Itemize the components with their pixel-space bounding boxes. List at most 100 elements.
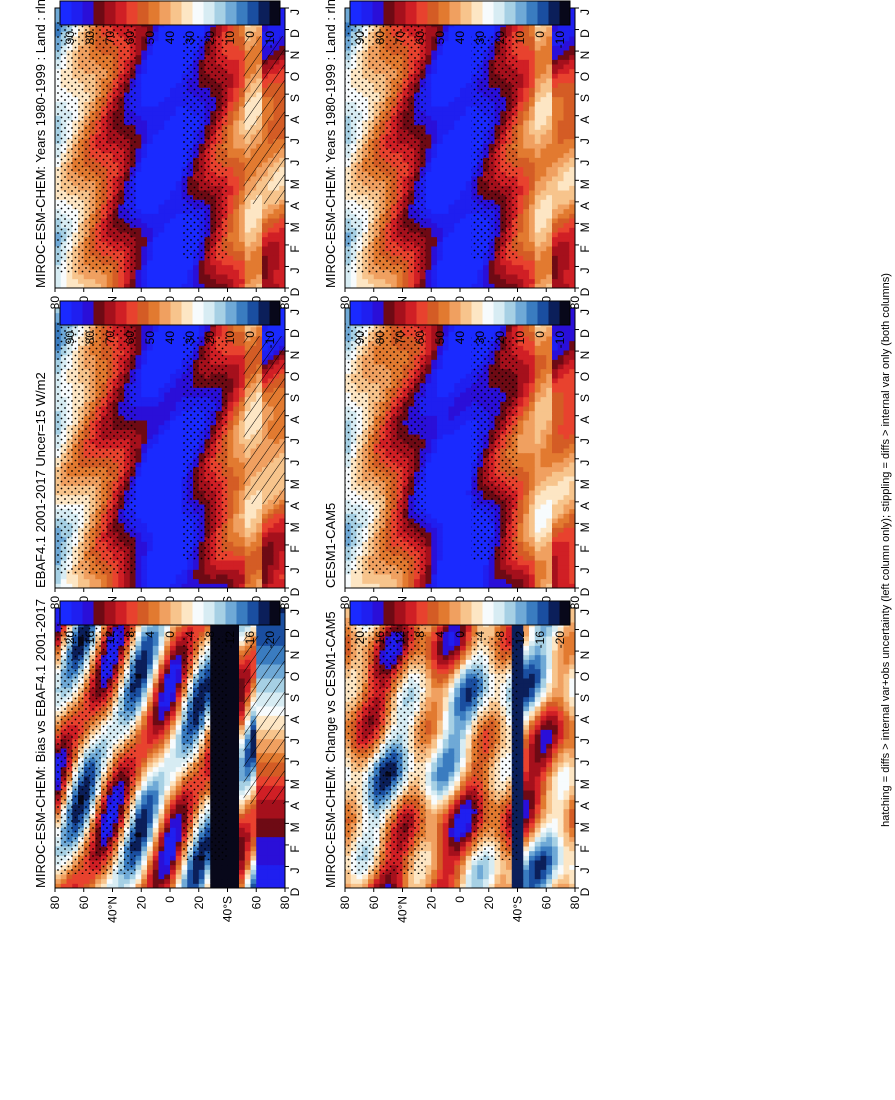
- heat-cell: [227, 264, 234, 270]
- heat-cell: [152, 73, 159, 79]
- heat-cell: [431, 64, 438, 70]
- heat-cell: [569, 22, 576, 28]
- heat-cell: [262, 278, 269, 284]
- heat-cell: [175, 120, 182, 126]
- x-tick-label: N: [288, 51, 302, 60]
- heat-cell: [557, 260, 564, 266]
- heat-cell: [362, 283, 369, 289]
- heat-cell: [534, 204, 541, 210]
- heat-cell: [460, 241, 467, 247]
- heat-cell: [175, 176, 182, 182]
- heat-cell: [437, 264, 444, 270]
- heat-cell: [170, 241, 177, 247]
- heat-cell: [175, 218, 182, 224]
- heat-cell: [135, 40, 142, 46]
- heat-cell: [517, 106, 524, 112]
- colorbar-swatch: [471, 1, 483, 25]
- heat-cell: [152, 274, 159, 280]
- heat-cell: [460, 176, 467, 182]
- heat-cell: [164, 36, 171, 42]
- heat-cell: [529, 250, 536, 256]
- heat-cell: [78, 283, 85, 289]
- heat-cell: [465, 208, 472, 214]
- heat-cell: [152, 101, 159, 107]
- heat-cell: [552, 250, 559, 256]
- heat-cell: [517, 185, 524, 191]
- heat-cell: [135, 26, 142, 32]
- heat-cell: [540, 269, 547, 275]
- heat-cell: [523, 194, 530, 200]
- heat-cell: [141, 185, 148, 191]
- heat-cell: [239, 73, 246, 79]
- heat-cell: [221, 31, 228, 37]
- heat-cell: [569, 269, 576, 275]
- heat-cell: [170, 274, 177, 280]
- heat-cell: [442, 241, 449, 247]
- heat-cell: [147, 68, 154, 74]
- heat-cell: [465, 185, 472, 191]
- heat-cell: [557, 241, 564, 247]
- heat-cell: [175, 87, 182, 93]
- heat-cell: [546, 255, 553, 261]
- heat-cell: [239, 166, 246, 172]
- heat-cell: [437, 176, 444, 182]
- heat-cell: [454, 218, 461, 224]
- heat-cell: [437, 138, 444, 144]
- heat-cell: [175, 143, 182, 149]
- heat-cell: [552, 204, 559, 210]
- heat-cell: [124, 283, 131, 289]
- heat-cell: [557, 45, 564, 51]
- heat-cell: [529, 138, 536, 144]
- heat-cell: [425, 124, 432, 130]
- heat-cell: [460, 185, 467, 191]
- heat-cell: [448, 115, 455, 121]
- heat-cell: [129, 583, 136, 589]
- heat-cell: [448, 260, 455, 266]
- heat-cell: [517, 152, 524, 158]
- heat-cell: [158, 185, 165, 191]
- heat-cell: [517, 96, 524, 102]
- heat-cell: [147, 208, 154, 214]
- heat-cell: [170, 36, 177, 42]
- heat-cell: [66, 274, 73, 280]
- heat-cell: [193, 26, 200, 32]
- heat-cell: [569, 246, 576, 252]
- heat-cell: [517, 82, 524, 88]
- heat-cell: [106, 583, 113, 589]
- heat-cell: [431, 106, 438, 112]
- heat-cell: [158, 73, 165, 79]
- heat-cell: [239, 190, 246, 196]
- heat-cell: [425, 227, 432, 233]
- colorbar-tick-label: 30: [473, 31, 487, 45]
- heat-cell: [147, 148, 154, 154]
- heat-cell: [552, 68, 559, 74]
- heat-cell: [563, 264, 570, 270]
- colorbar-swatch: [449, 1, 461, 25]
- heat-cell: [175, 232, 182, 238]
- heat-cell: [152, 45, 159, 51]
- heat-cell: [534, 50, 541, 56]
- heat-cell: [454, 204, 461, 210]
- heat-cell: [135, 50, 142, 56]
- heat-cell: [517, 264, 524, 270]
- heat-cell: [465, 274, 472, 280]
- heat-cell: [448, 241, 455, 247]
- heat-cell: [135, 166, 142, 172]
- heat-cell: [540, 64, 547, 70]
- heat-cell: [425, 148, 432, 154]
- heat-cell: [437, 208, 444, 214]
- heat-cell: [147, 54, 154, 60]
- heat-cell: [442, 68, 449, 74]
- heat-cell: [158, 87, 165, 93]
- heat-cell: [540, 180, 547, 186]
- heat-cell: [517, 246, 524, 252]
- heat-cell: [83, 274, 90, 280]
- heat-cell: [425, 255, 432, 261]
- heat-cell: [506, 260, 513, 266]
- heat-cell: [523, 204, 530, 210]
- heat-cell: [442, 148, 449, 154]
- heat-cell: [55, 17, 62, 23]
- heat-cell: [557, 138, 564, 144]
- heat-cell: [152, 134, 159, 140]
- heat-cell: [135, 236, 142, 242]
